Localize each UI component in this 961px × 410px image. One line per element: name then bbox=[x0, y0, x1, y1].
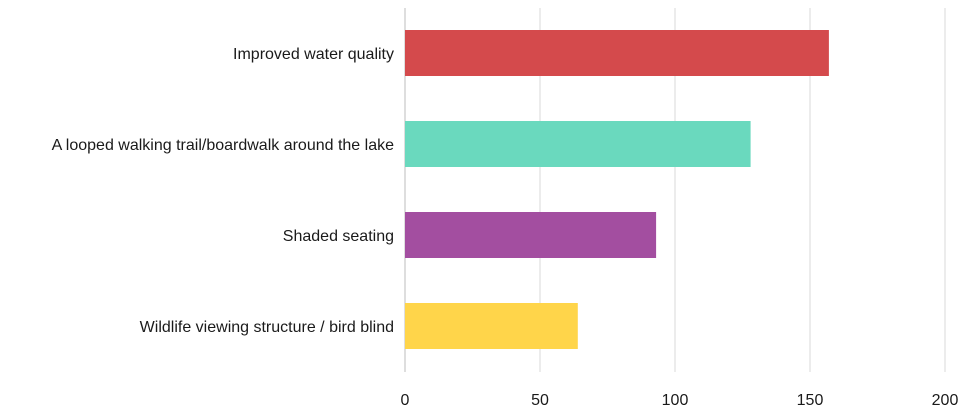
x-tick-label: 0 bbox=[401, 392, 410, 409]
bar bbox=[405, 121, 751, 167]
bar bbox=[405, 212, 657, 258]
bar bbox=[405, 303, 578, 349]
x-tick-layer: 0 50 100 150 200 bbox=[401, 392, 959, 409]
x-tick-label: 100 bbox=[662, 392, 689, 409]
category-label: Improved water quality bbox=[233, 46, 394, 63]
category-label: A looped walking trail/boardwalk around … bbox=[52, 137, 395, 154]
x-tick-label: 200 bbox=[932, 392, 959, 409]
bar bbox=[405, 30, 829, 76]
x-tick-label: 50 bbox=[531, 392, 549, 409]
category-label: Shaded seating bbox=[283, 228, 394, 245]
bar-layer bbox=[405, 30, 829, 349]
x-tick-label: 150 bbox=[797, 392, 824, 409]
category-label: Wildlife viewing structure / bird blind bbox=[140, 319, 394, 336]
category-label-layer: Improved water quality A looped walking t… bbox=[52, 46, 395, 336]
